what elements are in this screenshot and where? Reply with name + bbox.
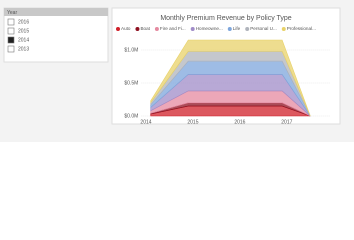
- legend-label[interactable]: Homeowne...: [196, 26, 223, 31]
- chart-title: Monthly Premium Revenue by Policy Type: [160, 15, 291, 22]
- screen: Year Monthly Premium Revenue by Policy T…: [0, 0, 354, 142]
- legend-swatch[interactable]: [116, 27, 120, 31]
- legend-swatch[interactable]: [281, 27, 286, 31]
- legend-swatch[interactable]: [135, 27, 140, 31]
- slicer-item[interactable]: 2015: [18, 28, 29, 34]
- area-series: [150, 39, 311, 117]
- slicer-item[interactable]: 2013: [18, 46, 29, 52]
- legend-label[interactable]: Professional...: [287, 26, 316, 31]
- page: Year Monthly Premium Revenue by Policy T…: [0, 0, 354, 142]
- legend-label[interactable]: Boat: [140, 26, 150, 31]
- y-tick-label: $0.0M: [124, 113, 138, 119]
- legend-label[interactable]: Fire and Fi...: [160, 26, 186, 31]
- slicer-panel: [3, 7, 109, 63]
- slicer-item[interactable]: 2014: [18, 37, 29, 43]
- checkbox[interactable]: [7, 18, 15, 26]
- slicer-item[interactable]: 2016: [18, 19, 29, 25]
- legend-swatch[interactable]: [227, 27, 232, 31]
- legend-label[interactable]: Life: [233, 26, 241, 31]
- y-tick-label: $0.5M: [124, 80, 138, 86]
- x-tick-label: 2014: [140, 119, 151, 125]
- legend-swatch[interactable]: [154, 27, 159, 31]
- checkbox[interactable]: [7, 36, 15, 44]
- checkbox[interactable]: [7, 27, 15, 35]
- x-tick-label: 2015: [187, 119, 198, 125]
- legend-label[interactable]: Personal U...: [250, 26, 277, 31]
- legend-swatch[interactable]: [245, 27, 250, 31]
- legend-label[interactable]: Auto: [121, 26, 131, 31]
- slicer-title: Year: [7, 10, 17, 16]
- slicer-header: [4, 8, 108, 16]
- x-tick-label: 2016: [234, 119, 245, 125]
- legend-swatch[interactable]: [190, 27, 195, 31]
- y-tick-label: $1.0M: [124, 47, 138, 53]
- x-tick-label: 2017: [281, 119, 292, 125]
- checkbox[interactable]: [7, 45, 15, 53]
